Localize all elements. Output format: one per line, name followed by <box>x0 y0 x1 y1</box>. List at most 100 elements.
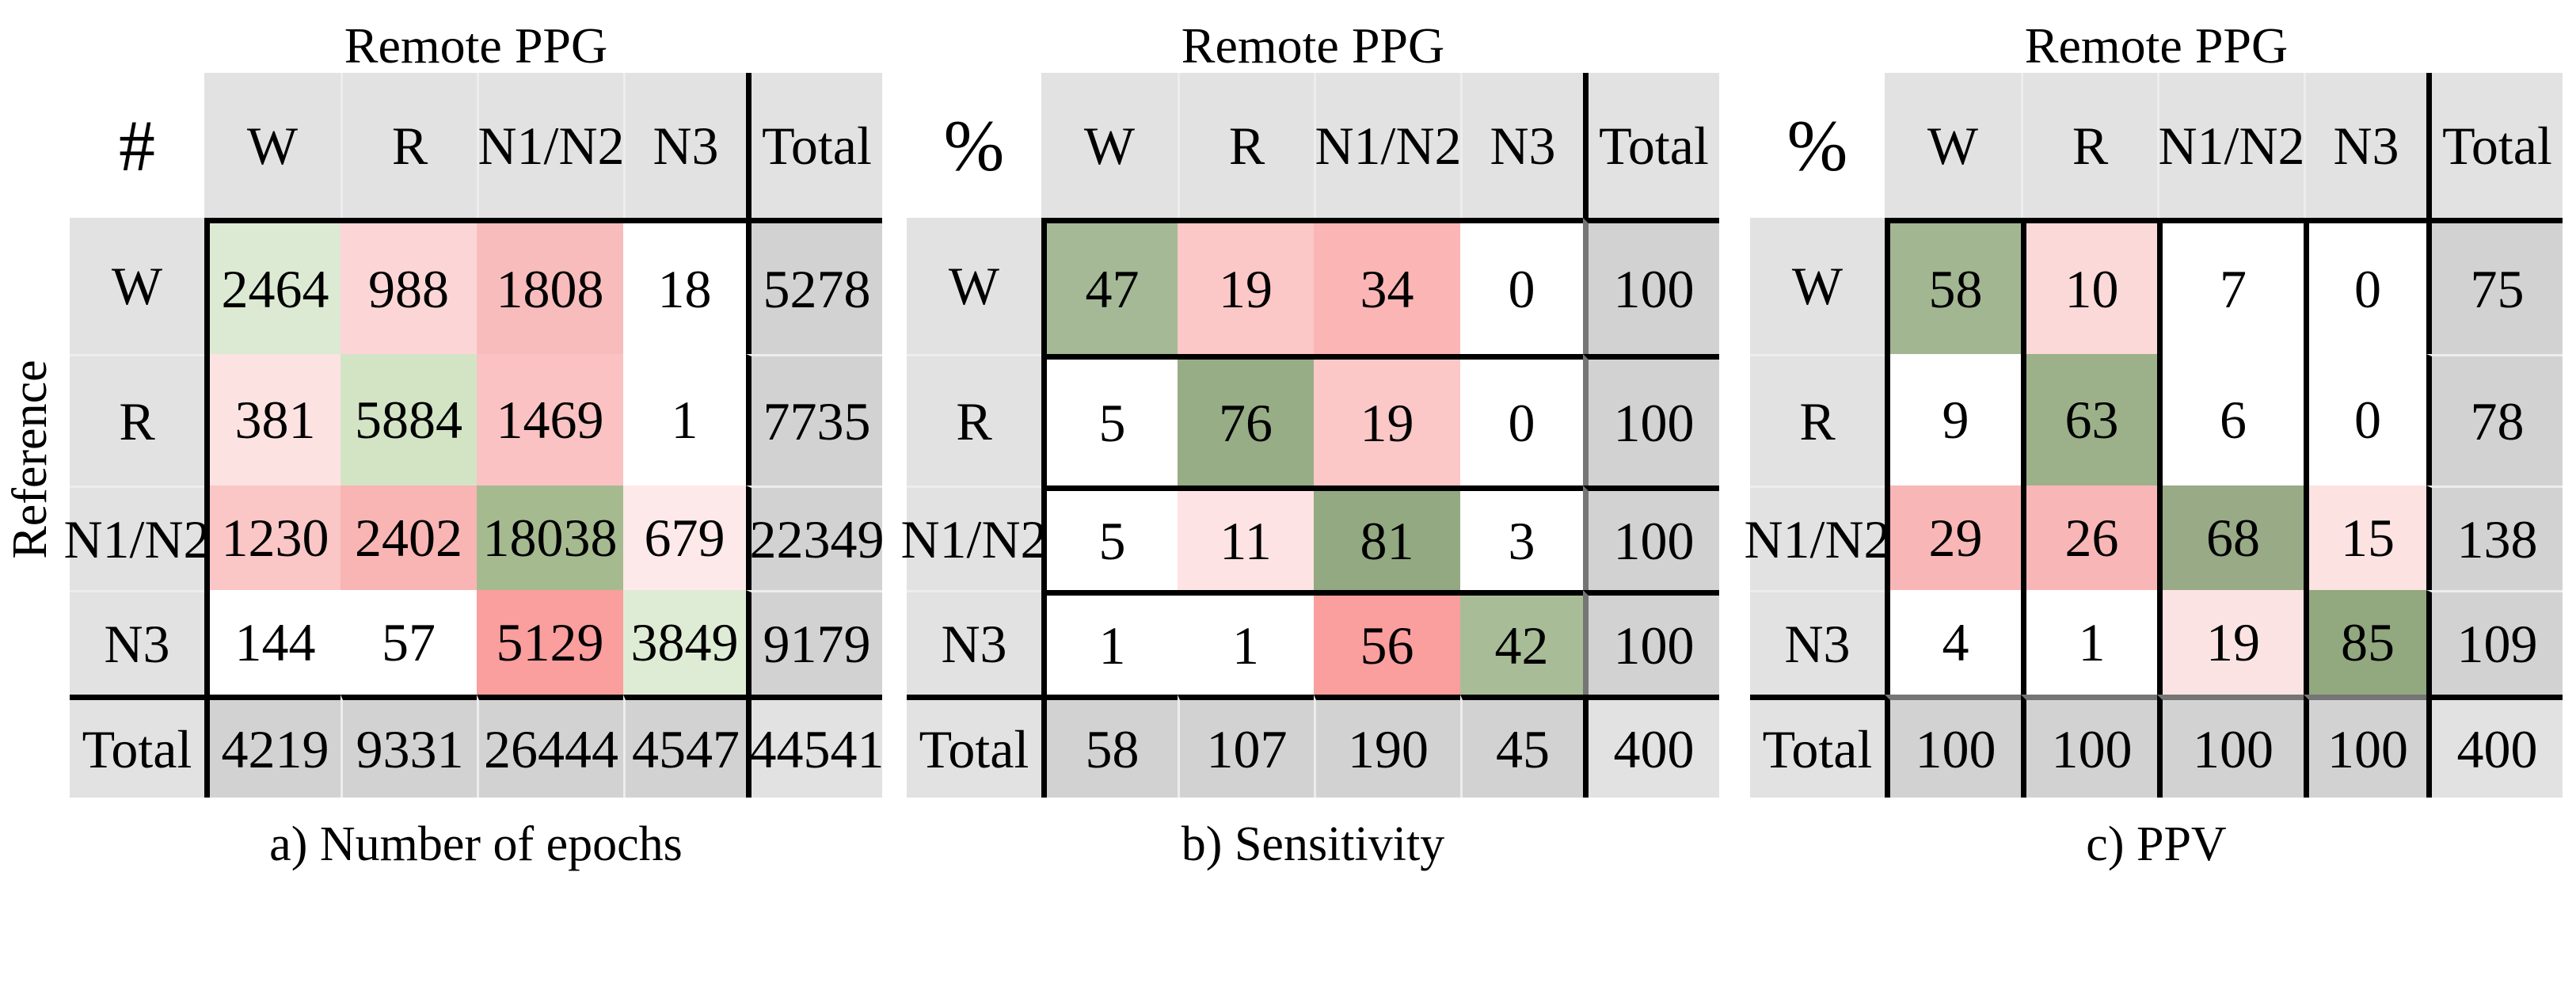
data-cell: 81 <box>1314 485 1460 590</box>
row-label-R: R <box>907 354 1041 485</box>
col-header-W: W <box>204 73 341 218</box>
corner-symbol: # <box>70 73 204 218</box>
confusion-matrix-grid: # W R N1/N2 N3 Total W 2464 988 1808 18 5278 R 381 588… <box>63 73 885 798</box>
panel-title: Remote PPG <box>2024 17 2289 74</box>
panel-caption: b) Sensitivity <box>1181 817 1445 871</box>
row-label-R: R <box>1750 354 1885 485</box>
confusion-matrix-grid: % W R N1/N2 N3 Total W 58 10 7 0 75 R 9 63 6 0 78 N1/N2 29 2… <box>1744 73 2563 798</box>
data-cell: 1808 <box>477 218 623 354</box>
col-header-R: R <box>2021 73 2157 218</box>
data-cell: 68 <box>2157 485 2304 590</box>
row-label-W: W <box>70 218 204 354</box>
grand-total-cell: 44541 <box>746 695 885 798</box>
corner-symbol: % <box>907 73 1041 218</box>
data-cell: 85 <box>2304 590 2426 695</box>
data-cell: 19 <box>2157 590 2304 695</box>
row-total-cell: 9179 <box>746 590 882 695</box>
col-header-R: R <box>341 73 477 218</box>
data-cell: 0 <box>1460 354 1583 485</box>
row-label-N1/N2: N1/N2 <box>900 485 1048 590</box>
row-label-N1/N2: N1/N2 <box>1744 485 1891 590</box>
col-total-cell: 4219 <box>204 695 341 798</box>
data-cell: 0 <box>1460 218 1583 354</box>
col-header-W: W <box>1885 73 2021 218</box>
data-cell: 1 <box>623 354 746 485</box>
data-cell: 76 <box>1178 354 1314 485</box>
row-label-W: W <box>907 218 1041 354</box>
col-header-N1/N2: N1/N2 <box>1314 73 1462 218</box>
data-cell: 19 <box>1178 218 1314 354</box>
row-total-cell: 78 <box>2426 354 2563 485</box>
data-cell: 5 <box>1041 485 1178 590</box>
data-cell: 5 <box>1041 354 1178 485</box>
data-cell: 18038 <box>477 485 623 590</box>
data-cell: 1230 <box>204 485 341 590</box>
row-total-cell: 5278 <box>746 218 882 354</box>
col-header-N3: N3 <box>1460 73 1583 218</box>
row-total-cell: 100 <box>1583 485 1719 590</box>
col-total-cell: 45 <box>1460 695 1583 798</box>
col-total-cell: 100 <box>2021 695 2157 798</box>
data-cell: 1 <box>1178 590 1314 695</box>
row-total-cell: 100 <box>1583 354 1719 485</box>
col-header-N3: N3 <box>623 73 746 218</box>
corner-symbol: % <box>1750 73 1885 218</box>
data-cell: 5884 <box>341 354 477 485</box>
row-total-cell: 22349 <box>746 485 885 590</box>
data-cell: 34 <box>1314 218 1460 354</box>
data-cell: 11 <box>1178 485 1314 590</box>
row-label-R: R <box>70 354 204 485</box>
data-cell: 1 <box>1041 590 1178 695</box>
data-cell: 6 <box>2157 354 2304 485</box>
data-cell: 1469 <box>477 354 623 485</box>
grand-total-cell: 400 <box>1583 695 1719 798</box>
data-cell: 29 <box>1885 485 2021 590</box>
row-total-cell: 109 <box>2426 590 2563 695</box>
data-cell: 1 <box>2021 590 2157 695</box>
panel-sensitivity: Remote PPG % W R N1/N2 N3 Total W 47 19 34 0 100 R 5 7… <box>900 0 1719 871</box>
col-total-cell: 4547 <box>623 695 746 798</box>
col-total-cell: 26444 <box>477 695 623 798</box>
col-header-total: Total <box>2426 73 2563 218</box>
data-cell: 679 <box>623 485 746 590</box>
row-label-total: Total <box>907 695 1041 798</box>
row-total-cell: 100 <box>1583 590 1719 695</box>
col-header-N1/N2: N1/N2 <box>477 73 625 218</box>
panel-number-of-epochs: Remote PPG # W R N1/N2 N3 Total W 2464 988 1808 18… <box>63 0 885 871</box>
data-cell: 56 <box>1314 590 1460 695</box>
col-total-cell: 58 <box>1041 695 1178 798</box>
data-cell: 0 <box>2304 354 2426 485</box>
data-cell: 58 <box>1885 218 2021 354</box>
col-total-cell: 190 <box>1314 695 1460 798</box>
data-cell: 57 <box>341 590 477 695</box>
reference-axis-label: Reference <box>3 360 57 559</box>
row-label-N3: N3 <box>70 590 204 695</box>
grand-total-cell: 400 <box>2426 695 2563 798</box>
row-label-W: W <box>1750 218 1885 354</box>
data-cell: 381 <box>204 354 341 485</box>
data-cell: 47 <box>1041 218 1178 354</box>
confusion-matrix-grid: % W R N1/N2 N3 Total W 47 19 34 0 100 R 5 76 19 0 100 N1/N… <box>900 73 1719 798</box>
data-cell: 4 <box>1885 590 2021 695</box>
row-label-N3: N3 <box>1750 590 1885 695</box>
col-total-cell: 100 <box>2304 695 2426 798</box>
panel-caption: a) Number of epochs <box>269 817 683 871</box>
col-header-W: W <box>1041 73 1178 218</box>
col-header-total: Total <box>1583 73 1719 218</box>
row-label-N1/N2: N1/N2 <box>63 485 211 590</box>
panel-ppv: Remote PPG % W R N1/N2 N3 Total W 58 10 7 0 75 R 9 63 6… <box>1744 0 2563 869</box>
col-total-cell: 100 <box>2157 695 2304 798</box>
col-header-R: R <box>1178 73 1314 218</box>
data-cell: 15 <box>2304 485 2426 590</box>
data-cell: 3849 <box>623 590 746 695</box>
data-cell: 3 <box>1460 485 1583 590</box>
data-cell: 18 <box>623 218 746 354</box>
row-total-cell: 138 <box>2426 485 2563 590</box>
data-cell: 26 <box>2021 485 2157 590</box>
row-total-cell: 100 <box>1583 218 1719 354</box>
col-total-cell: 100 <box>1885 695 2021 798</box>
data-cell: 7 <box>2157 218 2304 354</box>
data-cell: 988 <box>341 218 477 354</box>
row-total-cell: 7735 <box>746 354 882 485</box>
